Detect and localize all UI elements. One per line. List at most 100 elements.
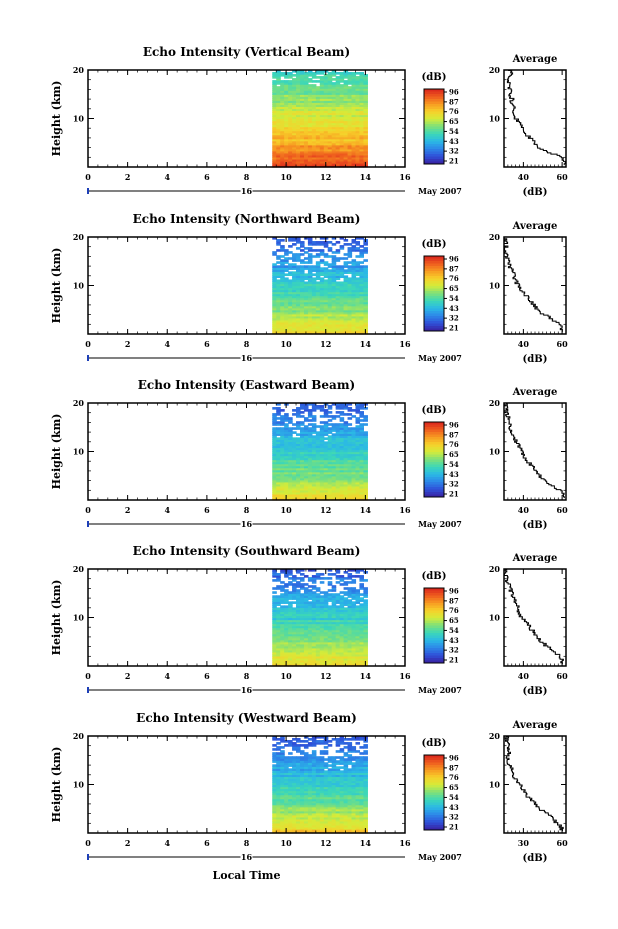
heatmap-cell	[292, 114, 297, 118]
heatmap-cell	[311, 615, 317, 619]
heatmap-cell	[323, 315, 329, 319]
heatmap-cell	[323, 645, 329, 649]
heatmap-cell	[296, 601, 301, 604]
heatmap-cell	[343, 271, 349, 274]
heatmap-cell	[363, 247, 368, 250]
panel-1: Echo Intensity (Vertical Beam)0 2 4 6 8 10 12 1…	[50, 45, 568, 198]
heatmap-cell	[299, 273, 305, 276]
heatmap-cell	[296, 152, 301, 156]
heatmap-cell	[355, 86, 361, 89]
heatmap-cell	[339, 140, 345, 144]
heatmap-cell	[323, 443, 329, 447]
heatmap-cell	[327, 493, 333, 497]
heatmap-cell	[307, 142, 313, 146]
heatmap-cell	[343, 146, 349, 150]
heatmap-cell	[284, 124, 289, 128]
heatmap-cell	[339, 247, 345, 250]
heatmap-cell	[323, 271, 329, 274]
heatmap-cell	[307, 100, 313, 103]
heatmap-cell	[315, 635, 321, 639]
heatmap-cell	[335, 439, 341, 442]
heatmap-cell	[359, 451, 364, 455]
heatmap-cell	[359, 160, 364, 164]
heatmap-cell	[319, 483, 325, 487]
heatmap-cell	[323, 285, 329, 289]
heatmap-cell	[280, 653, 285, 657]
heatmap-cell	[335, 108, 341, 112]
heatmap-cell	[307, 453, 313, 457]
heatmap-cell	[335, 429, 341, 432]
heatmap-cell	[307, 409, 313, 412]
heatmap-cell	[351, 263, 357, 266]
heatmap-cell	[355, 94, 361, 97]
heatmap-cell	[299, 114, 305, 118]
heatmap-cell	[335, 635, 341, 639]
heatmap-cell	[347, 403, 353, 406]
heatmap-cell	[311, 591, 317, 594]
heatmap-cell	[327, 74, 333, 77]
heatmap-cell	[288, 475, 293, 479]
heatmap-cell	[339, 124, 345, 128]
heatmap-cell	[284, 591, 289, 594]
heatmap-cell	[359, 96, 364, 99]
heatmap-cell	[311, 243, 317, 246]
heatmap-cell	[363, 293, 368, 297]
heatmap-cell	[339, 86, 345, 89]
heatmap-cell	[311, 309, 317, 313]
panel-title: Echo Intensity (Southward Beam)	[133, 544, 361, 558]
heatmap-cell	[296, 461, 301, 465]
heatmap-cell	[319, 138, 325, 142]
heatmap-cell	[323, 481, 329, 485]
heatmap-cell	[315, 467, 321, 471]
heatmap-cell	[351, 303, 357, 307]
heatmap-cell	[319, 405, 325, 408]
heatmap-cell	[276, 106, 281, 109]
heatmap-cell	[311, 152, 317, 156]
heatmap-cell	[343, 152, 349, 156]
heatmap-cell	[363, 84, 368, 87]
heatmap-cell	[363, 655, 368, 659]
heatmap-cell	[299, 651, 305, 655]
heatmap-cell	[272, 659, 277, 663]
heatmap-cell	[307, 134, 313, 138]
heatmap-cell	[347, 455, 353, 459]
heatmap-cell	[276, 595, 281, 598]
heatmap-cell	[355, 273, 361, 276]
heatmap-cell	[363, 461, 368, 465]
average-y-tick-label: 20	[489, 65, 501, 75]
heatmap-cell	[315, 483, 321, 487]
heatmap-cell	[331, 156, 337, 160]
heatmap-cell	[303, 425, 309, 428]
heatmap-cell	[299, 329, 305, 333]
heatmap-cell	[284, 427, 289, 430]
heatmap-cell	[351, 307, 357, 311]
heatmap-cell	[307, 441, 313, 445]
heatmap-cell	[355, 279, 361, 283]
heatmap-cell	[363, 415, 368, 418]
heatmap-cell	[339, 130, 345, 134]
heatmap-cell	[343, 577, 349, 580]
heatmap-cell	[359, 261, 364, 264]
heatmap-cell	[327, 661, 333, 665]
heatmap-cell	[355, 323, 361, 327]
heatmap-cell	[319, 297, 325, 301]
heatmap-cell	[343, 98, 349, 101]
heatmap-cell	[327, 643, 333, 647]
heatmap-cell	[355, 249, 361, 252]
heatmap-cell	[343, 621, 349, 625]
heatmap-cell	[323, 267, 329, 270]
heatmap-cell	[307, 130, 313, 134]
heatmap-cell	[351, 116, 357, 120]
heatmap-cell	[323, 291, 329, 295]
heatmap-cell	[315, 102, 321, 105]
colorbar-segment	[424, 615, 444, 619]
heatmap-cell	[363, 469, 368, 473]
heatmap-cell	[315, 485, 321, 489]
heatmap-cell	[339, 607, 345, 611]
heatmap-cell	[331, 114, 337, 118]
heatmap-cell	[276, 477, 281, 481]
heatmap-cell	[319, 243, 325, 246]
heatmap-cell	[315, 327, 321, 331]
heatmap-cell	[299, 148, 305, 152]
heatmap-cell	[359, 447, 364, 451]
